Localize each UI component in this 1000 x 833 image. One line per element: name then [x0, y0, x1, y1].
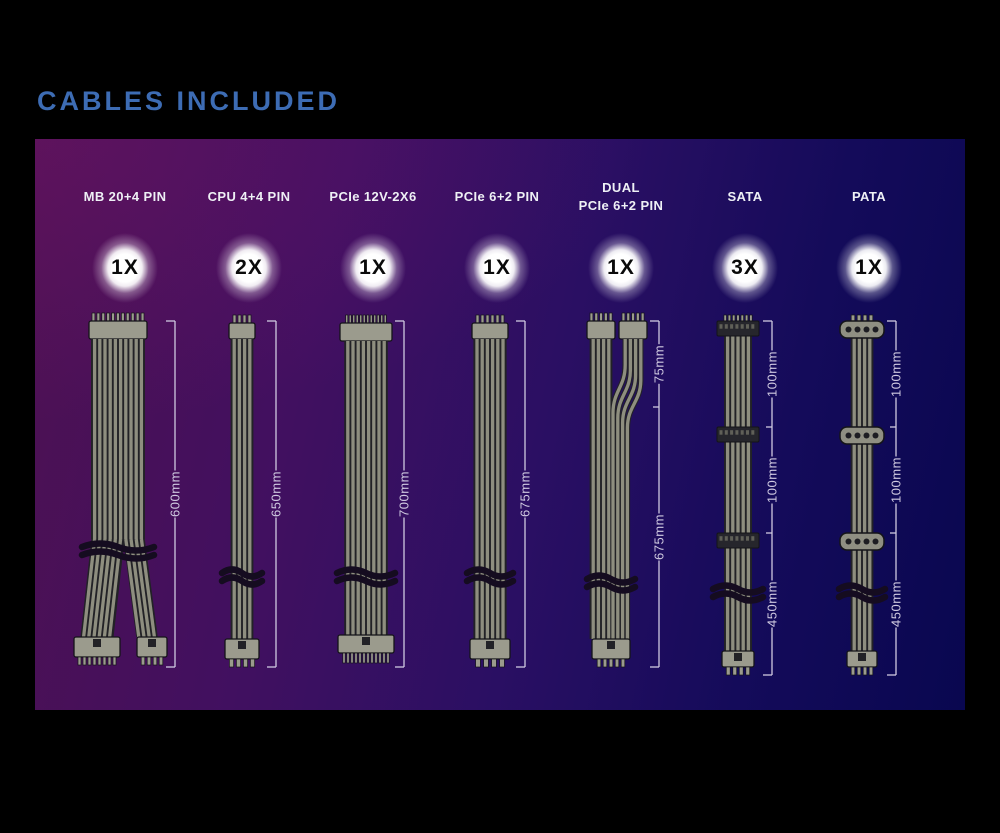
- cable-illustration-wrap: 675mm: [435, 307, 559, 692]
- cable-illustration-wrap: 700mm: [311, 307, 435, 692]
- cable-column-dual-pcie-6-2-pin: DUAL PCIe 6+2 PIN 1X 75mm 675mm: [559, 177, 683, 692]
- quantity-value: 1X: [607, 256, 635, 279]
- quantity-value: 1X: [111, 256, 139, 279]
- cable-length-label: 450mm: [765, 581, 780, 627]
- cable-illustration-wrap: 600mm: [63, 307, 187, 692]
- quantity-badge: 1X: [836, 233, 902, 303]
- quantity-badge: 1X: [340, 233, 406, 303]
- cable-connector: [471, 322, 509, 340]
- cable-length-label: 675mm: [518, 471, 533, 517]
- quantity-value: 1X: [483, 256, 511, 279]
- cable-tie: [709, 590, 767, 604]
- cable-illustration-wrap: 650mm: [187, 307, 311, 692]
- molex-connector: [839, 532, 885, 551]
- column-label: DUAL PCIe 6+2 PIN: [578, 180, 664, 213]
- cable-connector: [586, 320, 616, 340]
- molex-connector: [839, 320, 885, 339]
- column-label: PCIe 6+2 PIN: [454, 189, 540, 205]
- column-label: MB 20+4 PIN: [83, 189, 167, 205]
- cable-length-label: 75mm: [652, 345, 667, 383]
- cable-tie: [583, 580, 639, 594]
- cable-tie: [709, 582, 767, 596]
- cable-bundle: [473, 339, 507, 639]
- cable-illustration-cpu-4-4-pin: 650mm: [218, 314, 284, 668]
- quantity-value: 2X: [235, 256, 263, 279]
- cable-length-label: 100mm: [765, 351, 780, 397]
- quantity-value: 3X: [731, 256, 759, 279]
- cable-connector: [88, 320, 148, 340]
- molex-connector: [839, 426, 885, 445]
- quantity-badge: 1X: [92, 233, 158, 303]
- cable-column-pcie-12v-2x6: PCIe 12V-2X6 1X 700mm: [311, 177, 435, 692]
- cables-panel: MB 20+4 PIN 1X 600mm CPU 4+4 PIN 2X 650mm PCIe…: [35, 139, 965, 710]
- column-label: CPU 4+4 PIN: [207, 189, 291, 205]
- cable-length-label: 650mm: [269, 471, 284, 517]
- cable-column-mb-20-4-pin: MB 20+4 PIN 1X 600mm: [63, 177, 187, 692]
- cable-length-label: 700mm: [397, 471, 412, 517]
- page-title: CABLES INCLUDED: [37, 86, 341, 116]
- column-label: PCIe 12V-2X6: [329, 189, 417, 205]
- cable-column-cpu-4-4-pin: CPU 4+4 PIN 2X 650mm: [187, 177, 311, 692]
- cable-illustration-dual-pcie-6-2-pin: 75mm 675mm: [583, 312, 667, 668]
- cable-connector: [618, 320, 648, 340]
- quantity-badge: 2X: [216, 233, 282, 303]
- cable-illustration-wrap: 75mm 675mm: [559, 307, 683, 692]
- cable-bundle: [589, 339, 613, 639]
- cable-illustration-wrap: 100mm 100mm 450mm: [683, 307, 807, 692]
- cable-tie: [78, 548, 158, 562]
- cable-connector: [339, 322, 393, 342]
- cable-tie: [333, 566, 399, 580]
- cable-column-pata: PATA 1X 100mm 100mm 450mm: [807, 177, 931, 692]
- cable-tie: [78, 540, 158, 554]
- cable-bundle: [230, 339, 254, 639]
- cable-illustration-pata: 100mm 100mm 450mm: [835, 314, 904, 676]
- cable-connector: [228, 322, 256, 340]
- cable-tie: [218, 566, 266, 580]
- cable-tie: [835, 582, 889, 596]
- cable-tie: [218, 574, 266, 588]
- cable-length-label: 450mm: [889, 581, 904, 627]
- cable-tie: [583, 572, 639, 586]
- cable-tie: [333, 574, 399, 588]
- cable-illustration-pcie-12v-2x6: 700mm: [333, 314, 412, 668]
- quantity-badge: 3X: [712, 233, 778, 303]
- cable-column-pcie-6-2-pin: PCIe 6+2 PIN 1X 675mm: [435, 177, 559, 692]
- column-label: PATA: [851, 189, 887, 205]
- cable-tie: [463, 566, 517, 580]
- cable-illustration-pcie-6-2-pin: 675mm: [463, 314, 533, 668]
- cable-tie: [835, 590, 889, 604]
- cable-length-label: 100mm: [765, 457, 780, 503]
- cable-length-label: 675mm: [652, 514, 667, 560]
- cable-illustration-mb-20-4-pin: 600mm: [73, 312, 183, 668]
- quantity-badge: 1X: [588, 233, 654, 303]
- cable-illustration-sata: 100mm 100mm 450mm: [709, 314, 780, 676]
- cable-illustration-wrap: 100mm 100mm 450mm: [807, 307, 931, 692]
- columns-row: MB 20+4 PIN 1X 600mm CPU 4+4 PIN 2X 650mm PCIe…: [35, 139, 965, 692]
- cable-length-label: 100mm: [889, 457, 904, 503]
- quantity-value: 1X: [359, 256, 387, 279]
- cable-bundle: [344, 341, 388, 635]
- column-label: SATA: [727, 189, 763, 205]
- quantity-badge: 1X: [464, 233, 530, 303]
- cable-bundle: [850, 321, 874, 653]
- quantity-value: 1X: [855, 256, 883, 279]
- cable-tie: [463, 574, 517, 588]
- cable-length-label: 100mm: [889, 351, 904, 397]
- cable-column-sata: SATA 3X 100mm 100mm 450mm: [683, 177, 807, 692]
- cable-length-label: 600mm: [168, 471, 183, 517]
